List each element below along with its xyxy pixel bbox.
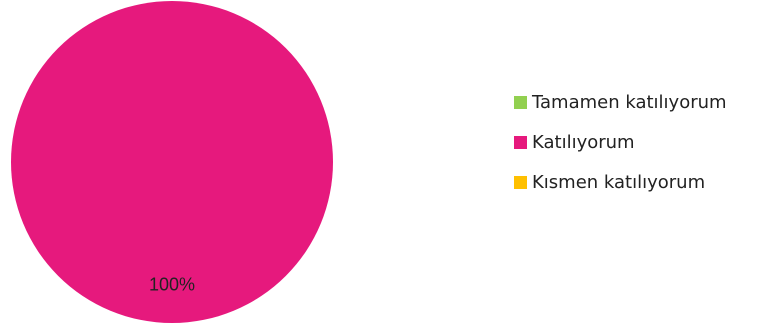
legend-label-kismen-katiliyorum: Kısmen katılıyorum [532, 171, 706, 193]
legend-swatch-tamamen-katiliyorum [514, 95, 527, 109]
legend-item-kismen-katiliyorum: Kısmen katılıyorum [514, 170, 774, 194]
legend-swatch-katiliyorum [514, 135, 527, 149]
legend: Tamamen katılıyorum Katılıyorum Kısmen k… [514, 90, 774, 210]
legend-label-tamamen-katiliyorum: Tamamen katılıyorum [532, 91, 727, 113]
legend-label-katiliyorum: Katılıyorum [532, 131, 635, 153]
data-label-katiliyorum: 100% [149, 275, 195, 295]
legend-swatch-kismen-katiliyorum [514, 175, 527, 189]
legend-item-tamamen-katiliyorum: Tamamen katılıyorum [514, 90, 774, 114]
pie-slice-katiliyorum [11, 1, 333, 323]
legend-item-katiliyorum: Katılıyorum [514, 130, 774, 154]
